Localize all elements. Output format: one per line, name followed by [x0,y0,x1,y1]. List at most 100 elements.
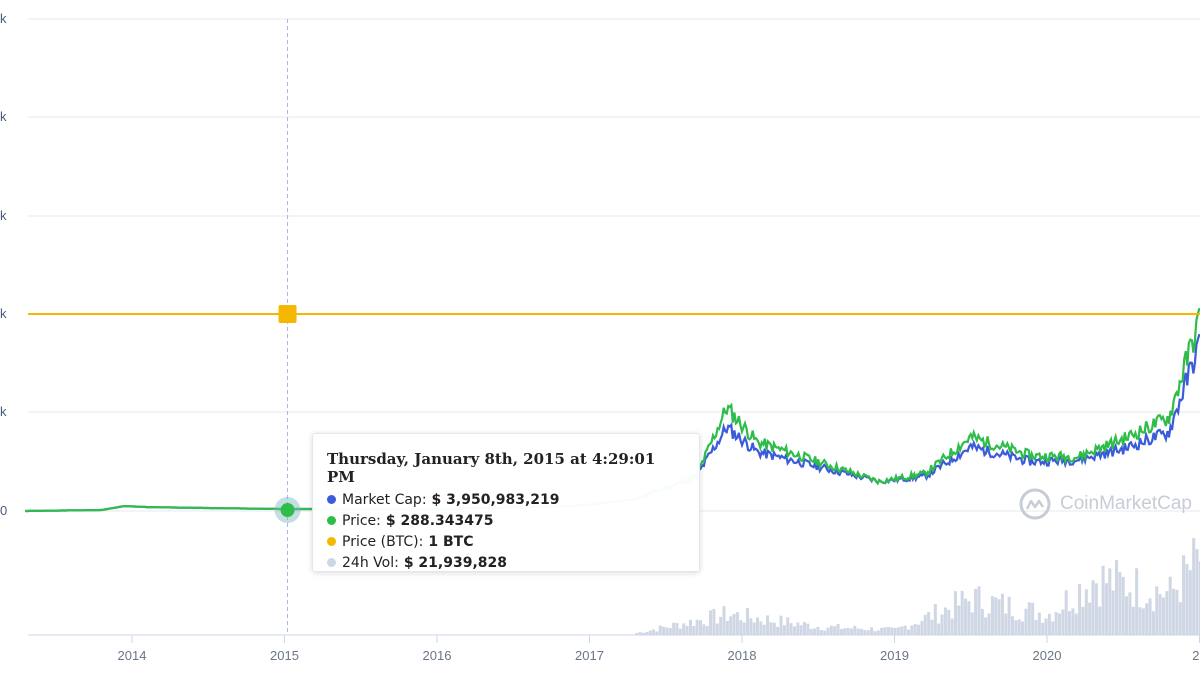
volume-bar [970,612,974,635]
volume-bar [1061,609,1065,635]
volume-bar [813,628,817,635]
volume-bar [678,628,682,635]
price-btc-marker [278,305,297,323]
volume-bar [1141,608,1145,635]
volume-bar [964,598,968,635]
volume-bar [692,625,696,635]
x-tick-label: 2019 [880,648,909,663]
volume-bar [759,621,763,635]
volume-bar [960,590,964,635]
tooltip-row-market-cap: Market Cap: $ 3,950,983,219 [327,489,685,510]
volume-bar [803,621,806,635]
volume-bar [1011,616,1015,635]
volume-bar [742,622,746,635]
y-tick-label: k [0,404,7,419]
volume-bar [910,625,914,635]
volume-bar [876,630,880,635]
watermark: CoinMarketCap [1018,487,1192,521]
volume-bar [930,619,934,635]
volume-bar [1051,621,1055,635]
x-tick-label: 2017 [575,648,604,663]
volume-bar [1007,596,1011,635]
volume-bar [974,589,978,635]
volume-bar [792,626,796,635]
volume-bar [839,628,843,635]
volume-bar [715,623,719,635]
volume-bar [1017,619,1021,635]
volume-bar [900,626,904,635]
volume-bar [1148,598,1152,635]
volume-bar [886,626,890,635]
volume-bar [662,626,666,635]
volume-bar [1165,591,1169,635]
volume-bar [796,622,800,635]
volume-bar [809,628,813,635]
volume-bar [745,608,749,635]
volume-bar [1084,589,1088,635]
volume-bar [1115,560,1119,635]
volume-bar [860,628,864,635]
volume-bar [779,615,783,635]
volume-bar [1172,588,1176,635]
volume-bar [1175,589,1179,635]
volume-bar [863,630,867,635]
volume-bar [722,606,726,635]
volume-bar [1044,618,1048,635]
tooltip-label: 24h Vol: [342,554,399,571]
volume-bar [672,622,676,635]
tooltip-value: $ 3,950,983,219 [431,491,560,508]
volume-bar [816,626,820,635]
x-tick-label: 2016 [423,648,452,663]
volume-bar [1047,613,1051,635]
x-tick-label: 2020 [1033,648,1062,663]
volume-bar [1195,549,1199,635]
volume-bar [648,630,652,635]
volume-bar [1188,570,1192,635]
volume-bar [1145,603,1149,635]
volume-bar [903,625,907,635]
x-tick-label: 2018 [728,648,757,663]
y-tick-label: k [0,306,7,321]
price-dot-icon [327,516,336,525]
volume-bar [873,631,877,635]
x-tick-label: 2015 [270,648,299,663]
volume-bar [698,620,702,635]
volume-bar [702,624,706,635]
volume-bar [896,627,900,635]
volume-bar [1041,622,1045,635]
volume-bar [756,617,760,635]
volume-bar [933,604,937,635]
volume-bar [883,627,887,635]
volume-bar [866,630,870,635]
volume-bar [917,624,921,635]
volume-bar [1198,561,1200,635]
volume-bar [685,625,689,635]
volume-bar [1064,590,1068,635]
volume-bar [1081,606,1085,635]
volume-bar [1192,538,1196,635]
y-tick-label: k [0,11,7,26]
x-tick-label: 2014 [118,648,147,663]
volume-bar [1004,613,1008,635]
volume-bar [913,623,917,635]
volume-bar [1155,586,1159,635]
volume-dot-icon [327,558,336,567]
volume-bar [890,627,894,635]
volume-bar [1000,593,1004,635]
watermark-text: CoinMarketCap [1060,493,1192,514]
volume-bar [1094,583,1098,635]
volume-bar [849,628,853,635]
volume-bar [1108,568,1112,635]
volume-bar [1161,597,1165,635]
tooltip: Thursday, January 8th, 2015 at 4:29:01 P… [312,433,700,572]
volume-bar [846,627,850,635]
volume-bar [665,627,669,635]
volume-bar [967,601,971,635]
tooltip-label: Price: [342,512,381,529]
tooltip-value: $ 288.343475 [385,512,494,529]
volume-bar [762,624,766,635]
volume-bar [880,627,884,635]
volume-bar [1088,602,1092,635]
volume-bar [1054,612,1058,635]
